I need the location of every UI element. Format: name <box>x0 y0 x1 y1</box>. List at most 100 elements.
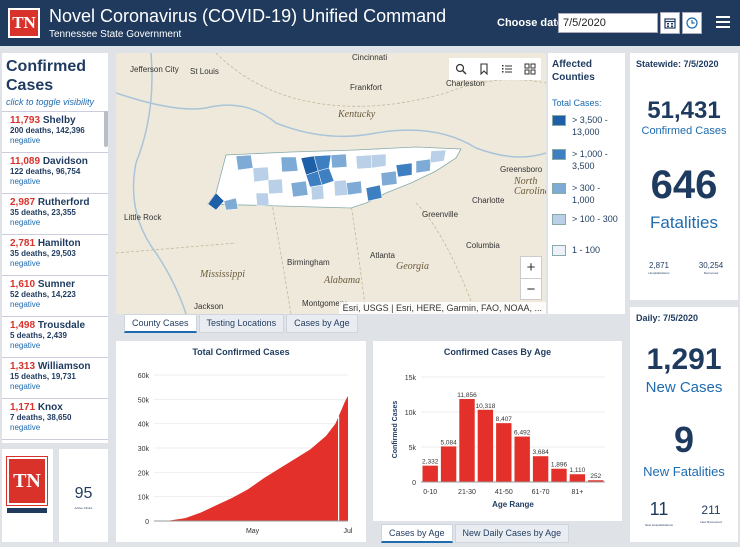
county-name: Davidson <box>42 156 88 167</box>
zoom-in-button[interactable]: + <box>526 259 536 276</box>
county-detail-line: 5 deaths, 2,439 negative <box>10 331 102 351</box>
county-count-line: 2,987 Rutherford <box>10 197 102 208</box>
age-bar[interactable] <box>496 423 512 482</box>
age-bar[interactable] <box>532 456 549 482</box>
legend-item: > 100 - 300 <box>552 213 620 225</box>
county-case-count: 1,610 <box>10 279 36 290</box>
place-label: Greenville <box>422 210 459 219</box>
place-label: St Louis <box>190 67 219 76</box>
county-negative: 142,396 <box>55 126 85 135</box>
bar-value-label: 252 <box>590 473 601 480</box>
layer-list-icon[interactable] <box>495 58 518 80</box>
app-subtitle: Tennessee State Government <box>49 29 182 40</box>
age-bar[interactable] <box>422 465 438 482</box>
county-map[interactable]: Jefferson City St Louis Cincinnati Frank… <box>116 53 546 314</box>
county-negative-label: negative <box>10 218 41 227</box>
county-count-line: 1,171 Knox <box>10 402 102 413</box>
age-bar[interactable] <box>459 399 475 482</box>
tn-logo-tile: TN <box>2 449 53 542</box>
y-tick-label: 15k <box>405 375 417 382</box>
age-bar[interactable] <box>569 474 586 482</box>
map-toolbar <box>449 58 541 80</box>
zoom-control: + − <box>520 256 542 300</box>
bar-value-label: 5,084 <box>440 439 457 446</box>
clock-icon <box>686 17 698 29</box>
county-name: Trousdale <box>37 320 86 331</box>
x-tick-label: Jul <box>344 528 353 535</box>
age-bar[interactable] <box>477 409 494 482</box>
county-list-item[interactable]: 1,610 Sumner 52 deaths, 14,223 negative <box>2 275 108 316</box>
chart-title: Total Confirmed Cases <box>192 347 290 357</box>
date-input[interactable] <box>558 13 658 33</box>
county-negative: 2,439 <box>46 331 67 340</box>
time-button[interactable] <box>682 12 702 34</box>
county-negative-label: negative <box>10 341 41 350</box>
county-negative: 14,223 <box>51 290 76 299</box>
place-label: Charlotte <box>472 196 505 205</box>
age-bar[interactable] <box>588 480 604 482</box>
county-deaths: 15 deaths, <box>10 372 50 381</box>
county-list-item[interactable]: 1,171 Knox 7 deaths, 38,650 negative <box>2 398 108 439</box>
calendar-icon <box>664 18 676 29</box>
county-case-count: 11,793 <box>10 115 41 126</box>
map-tab-1[interactable]: Testing Locations <box>198 314 285 333</box>
new-recovered-label: New Recovered <box>700 520 722 524</box>
daily-cases-label: New Cases <box>645 379 723 396</box>
x-tick-label: 0-10 <box>423 489 437 496</box>
place-label: Mississippi <box>200 269 246 280</box>
chart-title: Confirmed Cases By Age <box>443 347 552 357</box>
bar-value-label: 11,856 <box>457 392 477 399</box>
bookmark-icon[interactable] <box>472 58 495 80</box>
place-label: Little Rock <box>124 213 162 222</box>
legend-item: > 3,500 - 13,000 <box>552 114 620 138</box>
county-list-item[interactable]: 1,313 Williamson 15 deaths, 19,731 negativ… <box>2 357 108 398</box>
county-name: Knox <box>37 402 63 413</box>
age-tab-0[interactable]: Cases by Age <box>381 524 453 543</box>
basemap-gallery-icon[interactable] <box>518 58 541 80</box>
legend-swatch <box>552 115 566 126</box>
county-list-item[interactable]: 2,987 Rutherford 35 deaths, 23,355 negativ… <box>2 193 108 234</box>
age-cases-plot: 0 5k 10k 15k 2,332 0-10 5,084 11,856 21-30 10,318… <box>392 375 605 509</box>
county-negative: 23,355 <box>51 208 76 217</box>
county-name: Rutherford <box>37 197 90 208</box>
age-bar[interactable] <box>440 446 457 482</box>
daily-panel: Daily: 7/5/2020 1,291 New Cases 9 New Fa… <box>630 307 738 542</box>
list-scrollbar[interactable] <box>104 111 108 147</box>
age-bar[interactable] <box>514 436 530 482</box>
county-negative-label: negative <box>10 382 41 391</box>
county-list-item[interactable]: 11,089 Davidson 122 deaths, 96,754 negativ… <box>2 152 108 193</box>
x-tick-label: 81+ <box>571 489 583 496</box>
daily-fatalities-value: 9 <box>673 419 695 460</box>
county-detail-line: 122 deaths, 96,754 negative <box>10 167 102 187</box>
place-label: Columbia <box>466 241 500 250</box>
legend-swatch <box>552 214 566 225</box>
county-name: Hamilton <box>37 238 81 249</box>
map-tab-0[interactable]: County Cases <box>124 314 197 333</box>
place-label: Jefferson City <box>130 65 179 74</box>
age-bar[interactable] <box>551 468 567 482</box>
county-name: Sumner <box>37 279 76 290</box>
county-case-count: 2,781 <box>10 238 36 249</box>
county-negative: 29,503 <box>51 249 76 258</box>
search-icon[interactable] <box>449 58 472 80</box>
place-label: Cincinnati <box>352 53 388 62</box>
county-list-item[interactable]: 2,781 Hamilton 35 deaths, 29,503 negative <box>2 234 108 275</box>
hamburger-menu-icon[interactable] <box>716 16 730 28</box>
statewide-header: Statewide: 7/5/2020 <box>636 59 719 69</box>
age-tab-1[interactable]: New Daily Cases by Age <box>454 524 570 543</box>
county-list-item[interactable]: 1,498 Trousdale 5 deaths, 2,439 negative <box>2 316 108 357</box>
county-list-item[interactable]: 941 Wilson <box>2 439 108 443</box>
map-tab-2[interactable]: Cases by Age <box>286 314 358 333</box>
county-negative: 38,650 <box>46 413 72 422</box>
hospitalizations-value: 2,871 <box>648 261 670 270</box>
y-tick-label: 0 <box>412 480 416 487</box>
legend-item: > 300 - 1,000 <box>552 182 620 206</box>
calendar-button[interactable] <box>660 12 680 34</box>
toggle-visibility-hint[interactable]: click to toggle visibility <box>6 97 95 107</box>
bar-value-label: 6,492 <box>514 430 531 437</box>
county-list-item[interactable]: 11,793 Shelby 200 deaths, 142,396 negative <box>2 111 108 152</box>
zoom-out-button[interactable]: − <box>521 278 541 299</box>
logo-bar <box>7 508 47 513</box>
county-list: 11,793 Shelby 200 deaths, 142,396 negative… <box>2 111 108 443</box>
x-tick-label: 41-50 <box>495 489 513 496</box>
